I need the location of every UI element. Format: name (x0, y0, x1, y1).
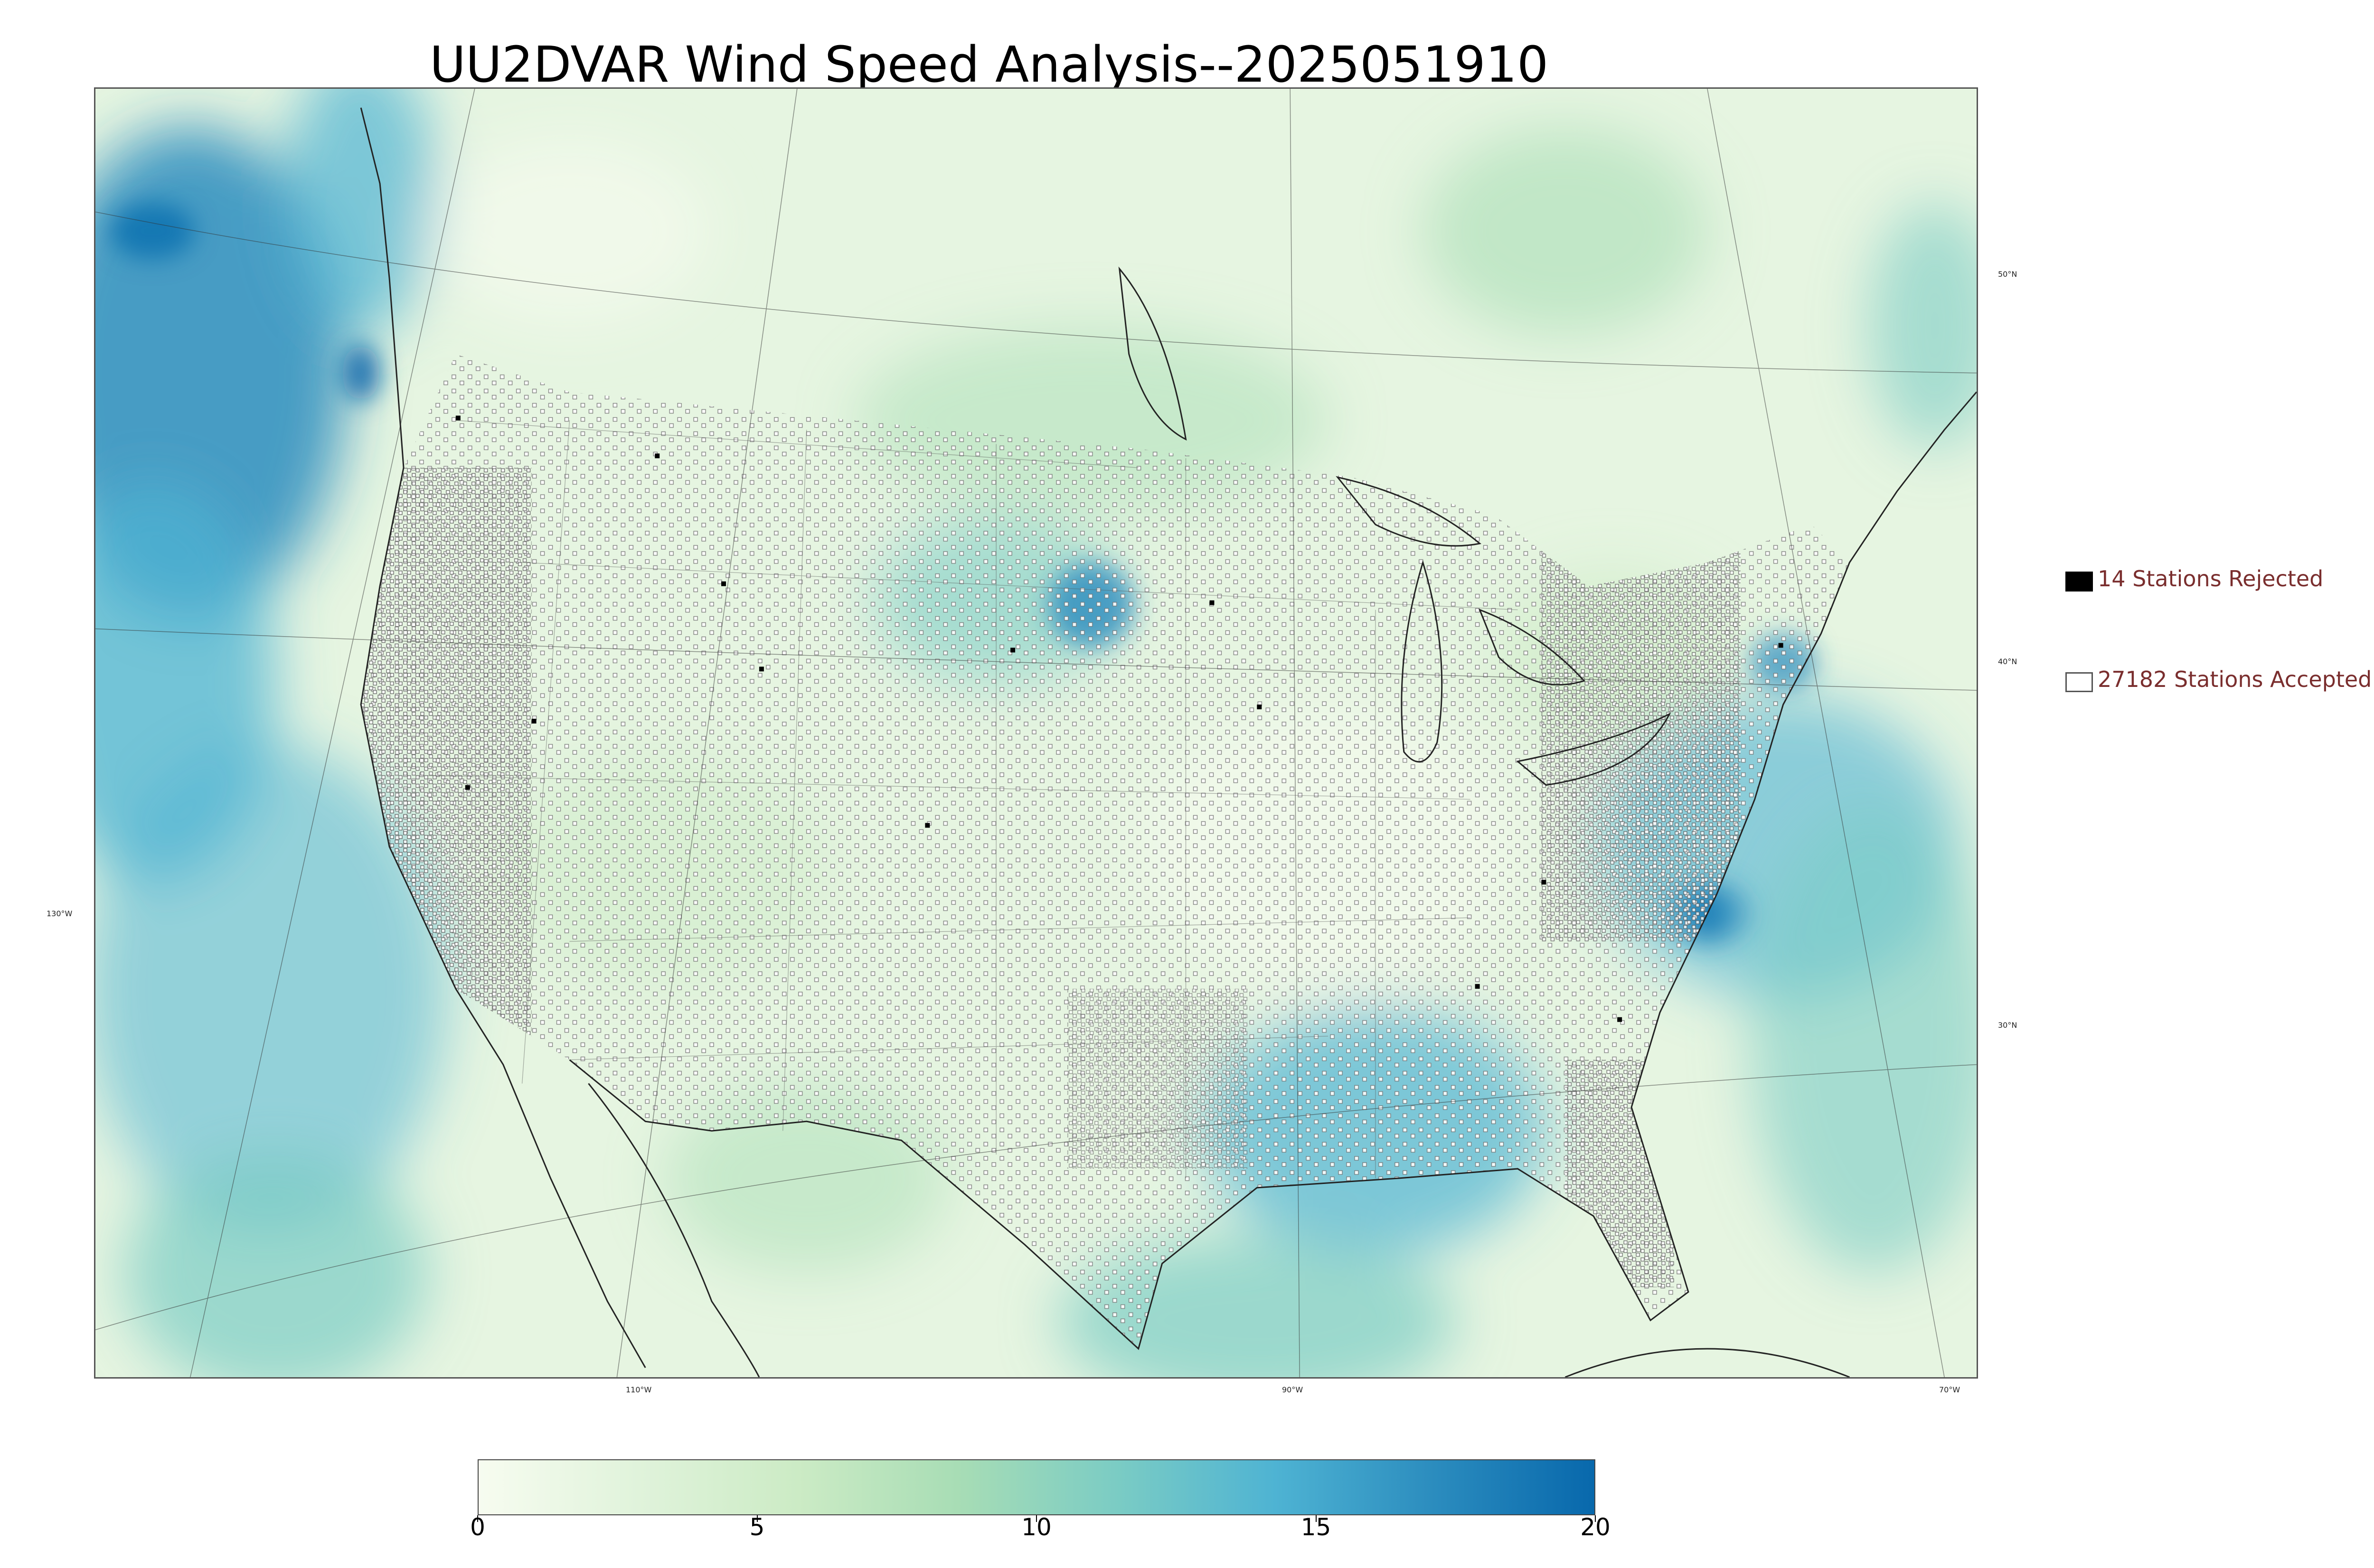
colorbar-tick (1595, 1515, 1596, 1522)
rejected-swatch (2065, 572, 2093, 592)
lat-label-50n: 50°N (1998, 270, 2017, 279)
colorbar-tick-label: 20 (1580, 1513, 1611, 1541)
state-borders (427, 420, 1518, 1178)
wind-speed-map (94, 87, 1978, 1379)
lon-label-130w: 130°W (47, 909, 73, 918)
accepted-label: 27182 Stations Accepted (2098, 667, 2372, 692)
colorbar-tick-label: 15 (1300, 1513, 1331, 1541)
lat-label-30n: 30°N (1998, 1021, 2017, 1030)
map-title: UU2DVAR Wind Speed Analysis--2025051910 (429, 36, 1549, 94)
lon-label-90w: 90°W (1282, 1385, 1303, 1394)
colorbar-tick-label: 10 (1021, 1513, 1052, 1541)
colorbar-tick-label: 0 (470, 1513, 485, 1541)
accepted-swatch (2065, 672, 2093, 692)
lat-label-40n: 40°N (1998, 657, 2017, 666)
colorbar-tick-label: 5 (749, 1513, 765, 1541)
colorbar-gradient (479, 1460, 1594, 1514)
map-canvas (95, 89, 1977, 1377)
colorbar-tick (477, 1515, 478, 1522)
lon-label-70w: 70°W (1939, 1385, 1960, 1394)
rejected-station-markers (455, 415, 1783, 1022)
colorbar (478, 1459, 1595, 1515)
rejected-label: 14 Stations Rejected (2098, 566, 2324, 592)
colorbar-tick (1315, 1515, 1317, 1522)
colorbar-tick (1036, 1515, 1037, 1522)
lon-label-110w: 110°W (626, 1385, 652, 1394)
graticule (95, 89, 1977, 1377)
colorbar-tick (756, 1515, 758, 1522)
